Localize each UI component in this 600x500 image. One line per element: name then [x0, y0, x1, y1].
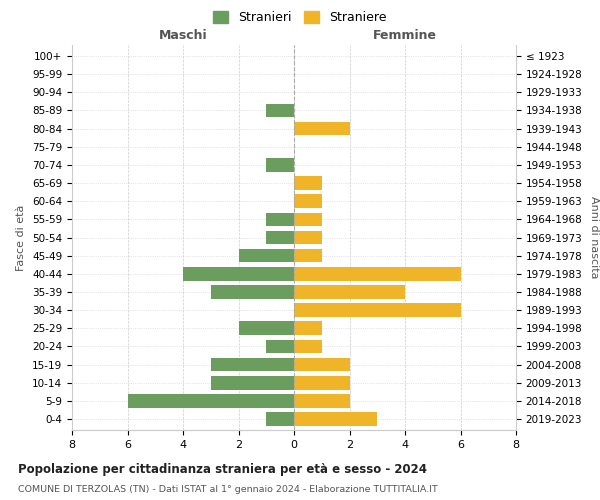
Text: Popolazione per cittadinanza straniera per età e sesso - 2024: Popolazione per cittadinanza straniera p… [18, 462, 427, 475]
Bar [294, 249, 322, 262]
Bar [294, 376, 349, 390]
Y-axis label: Fasce di età: Fasce di età [16, 204, 26, 270]
Bar [266, 230, 294, 244]
Text: Maschi: Maschi [158, 30, 208, 43]
Bar [294, 285, 405, 299]
Bar [294, 176, 322, 190]
Bar [294, 322, 322, 335]
Legend: Stranieri, Straniere: Stranieri, Straniere [208, 6, 392, 29]
Bar [294, 394, 349, 408]
Bar [294, 212, 322, 226]
Bar [266, 158, 294, 172]
Bar [294, 340, 322, 353]
Bar [294, 412, 377, 426]
Bar [294, 122, 349, 136]
Bar [294, 194, 322, 208]
Bar [183, 267, 294, 280]
Y-axis label: Anni di nascita: Anni di nascita [589, 196, 599, 279]
Bar [294, 358, 349, 372]
Bar [128, 394, 294, 408]
Bar [211, 376, 294, 390]
Bar [266, 212, 294, 226]
Bar [294, 230, 322, 244]
Text: Femmine: Femmine [373, 30, 437, 43]
Bar [211, 285, 294, 299]
Bar [239, 249, 294, 262]
Bar [211, 358, 294, 372]
Text: COMUNE DI TERZOLAS (TN) - Dati ISTAT al 1° gennaio 2024 - Elaborazione TUTTITALI: COMUNE DI TERZOLAS (TN) - Dati ISTAT al … [18, 485, 438, 494]
Bar [294, 267, 461, 280]
Bar [266, 340, 294, 353]
Bar [239, 322, 294, 335]
Bar [266, 412, 294, 426]
Bar [294, 304, 461, 317]
Bar [266, 104, 294, 117]
